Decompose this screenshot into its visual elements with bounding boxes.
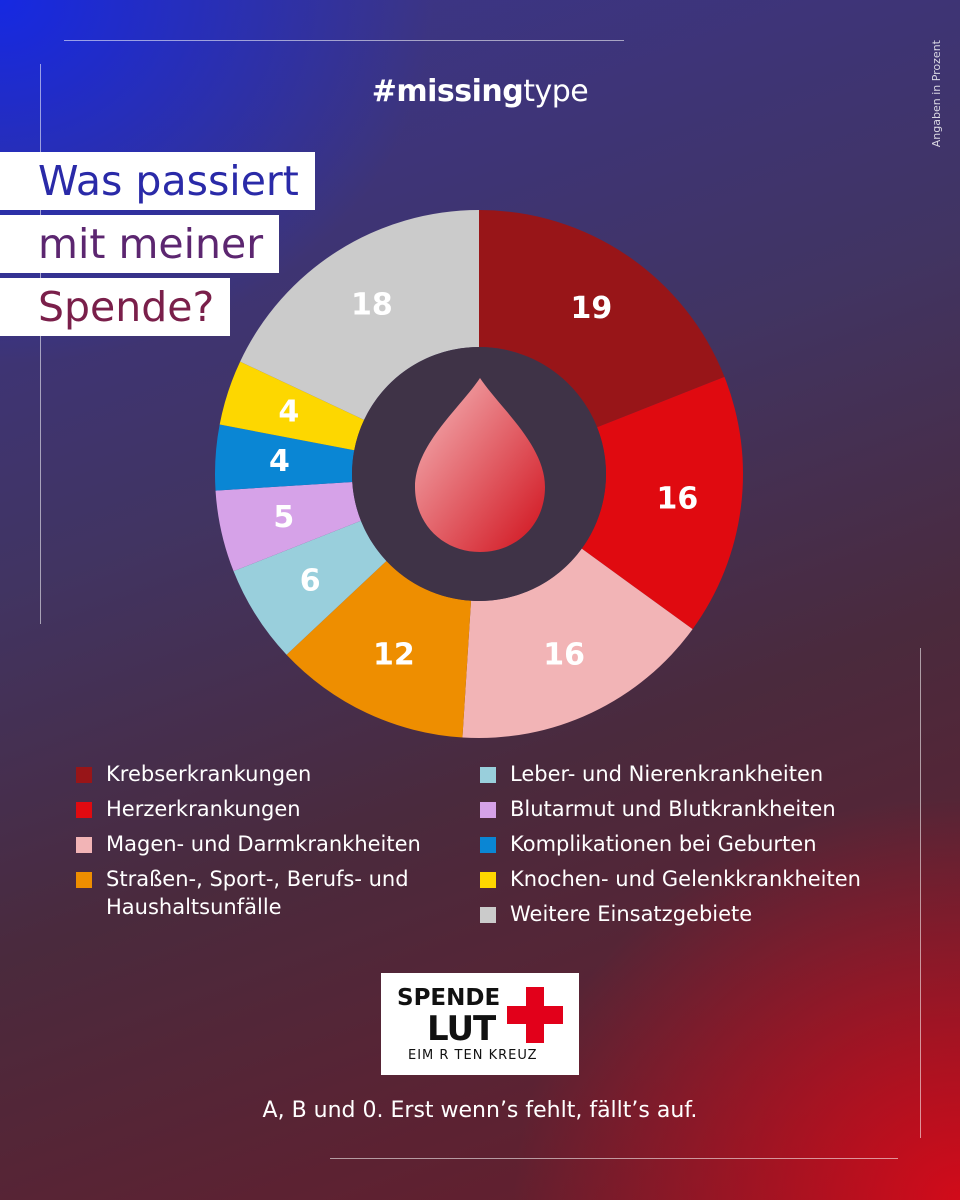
title-line-3: Spende? xyxy=(0,278,231,336)
legend-item: Straßen-, Sport-, Berufs- und Haushaltsu… xyxy=(76,865,436,921)
legend-swatch xyxy=(480,767,496,783)
legend-label: Leber- und Nierenkrankheiten xyxy=(510,762,824,786)
title-line-2: mit meiner xyxy=(0,215,280,273)
legend-left-column: Krebserkrankungen Herzerkrankungen Magen- … xyxy=(76,760,436,928)
hashtag-bold: #missing xyxy=(371,74,524,109)
slice-value-label: 16 xyxy=(543,637,585,672)
slice-value-label: 16 xyxy=(657,482,699,517)
top-frame-line xyxy=(64,40,624,41)
legend-right-column: Leber- und Nierenkrankheiten Blutarmut un… xyxy=(480,760,861,935)
donut-slice xyxy=(479,210,725,428)
legend-swatch xyxy=(480,802,496,818)
title-line-1: Was passiert xyxy=(0,152,315,210)
legend-label: Blutarmut und Blutkrankheiten xyxy=(510,797,836,821)
legend-label: Komplikationen bei Geburten xyxy=(510,832,817,856)
slice-value-label: 4 xyxy=(278,395,299,430)
logo-line-1: SPENDE xyxy=(397,985,501,1011)
hashtag-light: type xyxy=(523,74,589,109)
slice-value-label: 12 xyxy=(373,637,415,672)
tagline: A, B und 0. Erst wenn’s fehlt, fällt’s a… xyxy=(262,1098,698,1123)
legend-label: Straßen-, Sport-, Berufs- und Haushaltsu… xyxy=(106,867,409,919)
donut-slice xyxy=(240,210,479,420)
logo: SPENDE LUT EIM R TEN KREUZ xyxy=(381,973,579,1075)
logo-line-3: EIM R TEN KREUZ xyxy=(408,1048,538,1063)
legend-swatch xyxy=(480,872,496,888)
donut-slice xyxy=(462,548,693,738)
legend-label: Weitere Einsatzgebiete xyxy=(510,902,753,926)
donut-slice xyxy=(215,424,355,491)
blood-drop-icon xyxy=(415,378,545,552)
donut-slice xyxy=(215,481,361,572)
legend-item: Herzerkrankungen xyxy=(76,795,436,823)
bottom-frame-line xyxy=(330,1158,898,1159)
legend-swatch xyxy=(480,837,496,853)
legend-item: Magen- und Darmkrankheiten xyxy=(76,830,436,858)
legend-swatch xyxy=(76,767,92,783)
slice-labels: 19 16 16 12 65 4 4 18 xyxy=(269,288,698,673)
legend-label: Knochen- und Gelenkkrankheiten xyxy=(510,867,861,891)
logo-line-2: LUT xyxy=(427,1009,496,1049)
legend-item: Blutarmut und Blutkrankheiten xyxy=(480,795,861,823)
slice-value-label: 18 xyxy=(351,288,393,323)
red-cross-icon xyxy=(507,987,563,1043)
legend-label: Magen- und Darmkrankheiten xyxy=(106,832,421,856)
legend-item: Weitere Einsatzgebiete xyxy=(480,900,861,928)
donut-slice xyxy=(219,361,365,451)
legend-swatch xyxy=(76,802,92,818)
legend-label: Krebserkrankungen xyxy=(106,762,312,786)
legend-item: Krebserkrankungen xyxy=(76,760,436,788)
donut-slice xyxy=(581,376,743,630)
legend-item: Komplikationen bei Geburten xyxy=(480,830,861,858)
right-frame-line xyxy=(920,648,921,1138)
legend-item: Knochen- und Gelenkkrankheiten xyxy=(480,865,861,893)
legend-swatch xyxy=(480,907,496,923)
legend-label: Herzerkrankungen xyxy=(106,797,301,821)
slice-value-label: 19 xyxy=(571,291,613,326)
donut-slice xyxy=(233,520,387,655)
legend-swatch xyxy=(76,837,92,853)
slice-value-label: 5 xyxy=(273,500,294,535)
left-frame-line xyxy=(40,64,41,624)
donut-chart: 19 16 16 12 65 4 4 18 xyxy=(215,210,743,738)
donut-slices xyxy=(215,210,743,738)
legend-swatch xyxy=(76,872,92,888)
hashtag-heading: #missingtype xyxy=(0,74,960,109)
slice-value-label: 4 xyxy=(269,444,290,479)
donut-slice xyxy=(286,560,472,738)
legend-item: Leber- und Nierenkrankheiten xyxy=(480,760,861,788)
slice-value-label: 6 xyxy=(300,564,321,599)
